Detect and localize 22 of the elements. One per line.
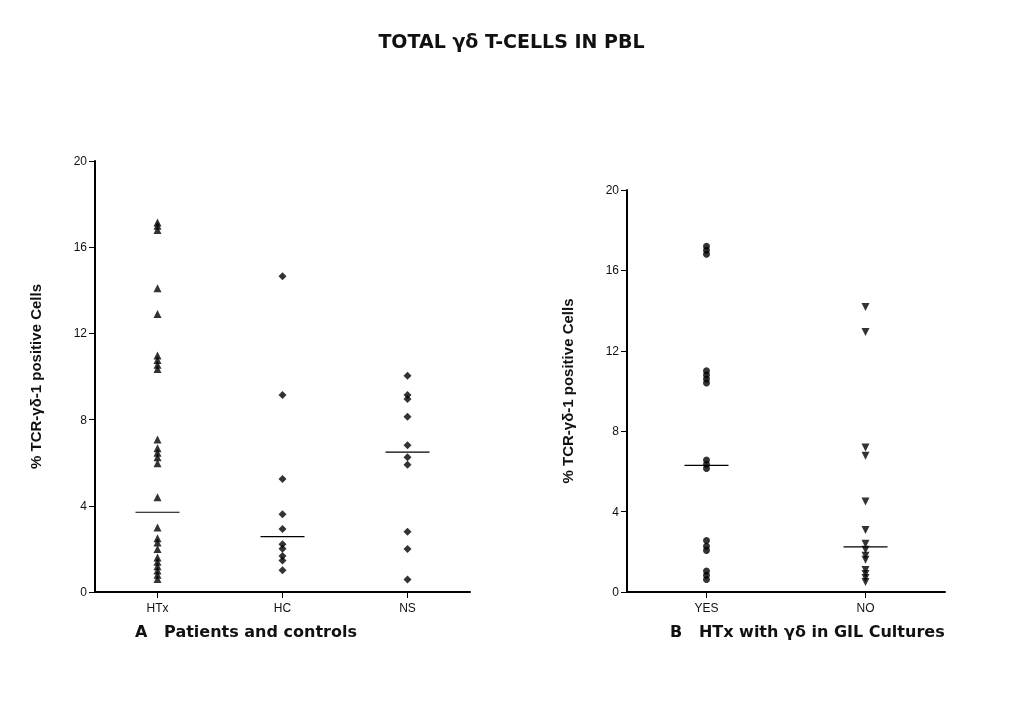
x-axis-title: A Patients and controls bbox=[135, 621, 357, 641]
y-tick-label: 16 bbox=[605, 263, 620, 278]
x-axis-title: B HTx with γδ in GIL Cultures bbox=[670, 621, 945, 641]
x-tick-label: NO bbox=[856, 601, 875, 615]
y-axis-title: % TCR-γδ-1 positive Cells bbox=[559, 298, 576, 484]
y-tick-label: 8 bbox=[80, 412, 88, 427]
y-tick-label: 0 bbox=[612, 585, 620, 599]
text: TOTAL γδ T-CELLS IN PBL bbox=[377, 30, 646, 52]
x-tick-label: YES bbox=[694, 601, 719, 615]
y-tick-label: 8 bbox=[612, 424, 620, 439]
y-tick-label: 4 bbox=[80, 498, 88, 513]
y-tick-label: 12 bbox=[73, 326, 88, 341]
x-tick-label: HC bbox=[273, 601, 292, 615]
y-tick-label: 16 bbox=[73, 240, 88, 255]
x-tick-label: HTx bbox=[146, 601, 169, 615]
y-tick-label: 12 bbox=[605, 343, 620, 358]
y-tick-label: 20 bbox=[73, 154, 88, 168]
x-tick-label: NS bbox=[399, 601, 416, 615]
y-tick-label: 20 bbox=[605, 183, 620, 197]
y-axis-title: % TCR-γδ-1 positive Cells bbox=[27, 284, 44, 469]
y-tick-label: 4 bbox=[612, 504, 620, 519]
y-tick-label: 0 bbox=[80, 585, 88, 599]
